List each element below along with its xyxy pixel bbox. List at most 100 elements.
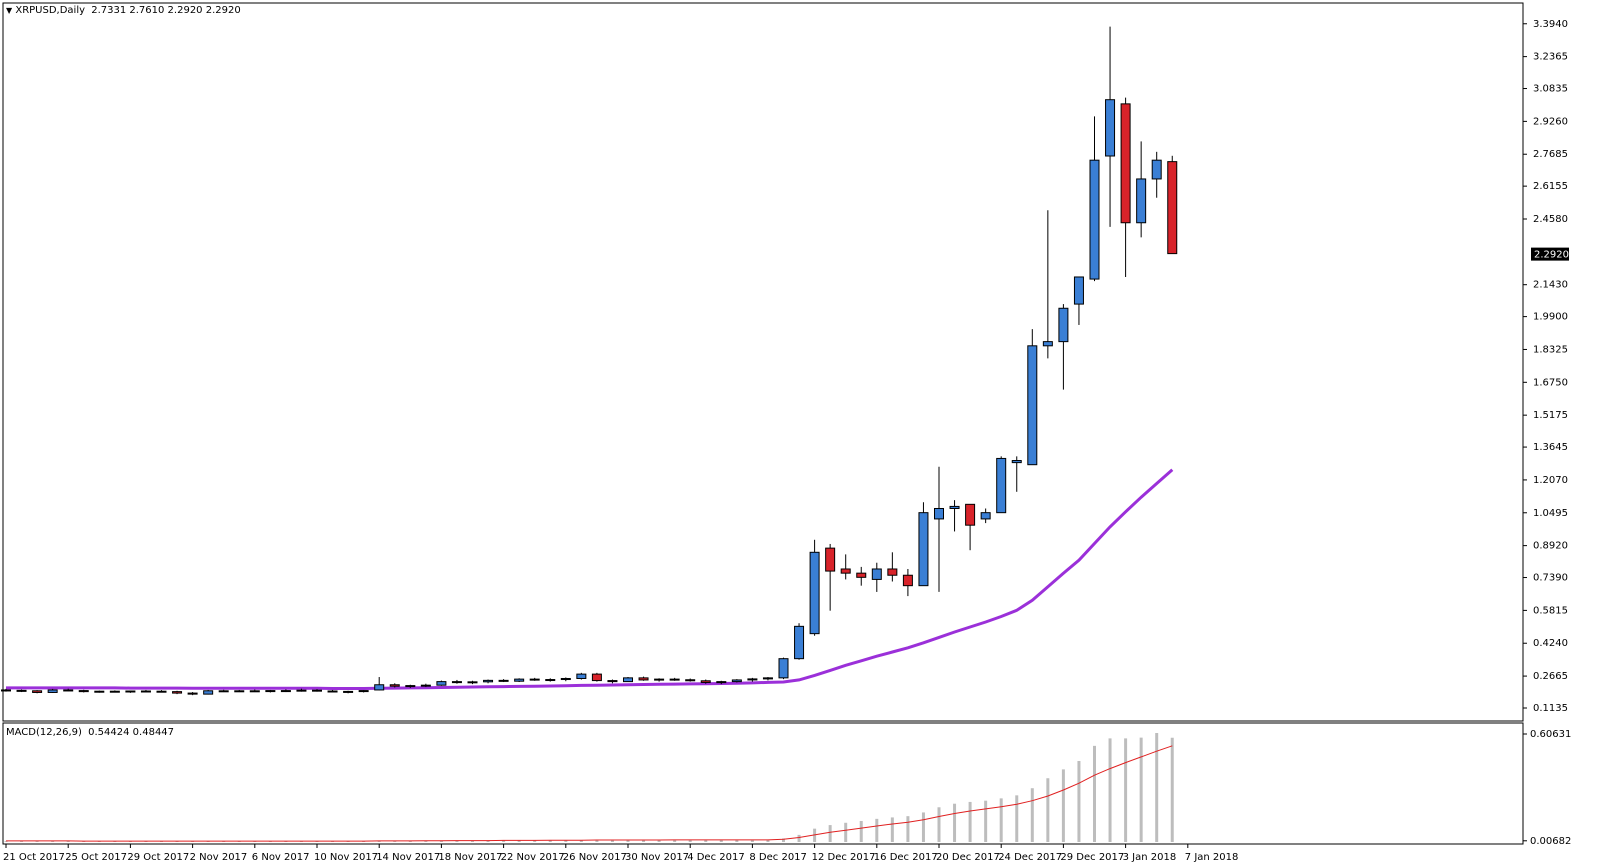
moving-average-layer [6, 468, 1174, 690]
candle[interactable] [1089, 116, 1100, 282]
candle[interactable] [358, 690, 369, 693]
candle-body [358, 690, 369, 693]
candle[interactable] [840, 554, 851, 580]
candle[interactable] [312, 689, 322, 692]
candle-body [654, 678, 665, 681]
candle[interactable] [47, 688, 58, 693]
candle[interactable] [265, 689, 276, 693]
candle[interactable] [700, 679, 711, 684]
candle[interactable] [623, 677, 633, 683]
candle-body [140, 690, 151, 693]
candle-body [109, 690, 120, 693]
candle[interactable] [1120, 97, 1131, 277]
candle[interactable] [187, 692, 198, 696]
candle-body [1151, 159, 1162, 180]
candle[interactable] [576, 672, 587, 680]
price-tick-label-4: 2.7685 [1533, 149, 1568, 160]
candle[interactable] [296, 688, 307, 692]
candle[interactable] [545, 678, 556, 682]
candle[interactable] [856, 566, 867, 586]
candle[interactable] [1167, 155, 1178, 255]
candle[interactable] [436, 680, 447, 686]
candle[interactable] [980, 508, 991, 524]
candle[interactable] [669, 677, 680, 681]
candle[interactable] [156, 690, 167, 693]
candle[interactable] [343, 690, 354, 694]
candle[interactable] [638, 676, 649, 681]
macd-tick-label-1: 0.00682 [1530, 836, 1571, 847]
candle-body [47, 689, 58, 693]
candle[interactable] [996, 456, 1007, 514]
candle[interactable] [1, 688, 11, 692]
candle[interactable] [1136, 141, 1147, 238]
candle[interactable] [1073, 276, 1084, 325]
candle[interactable] [965, 503, 976, 551]
symbol-label: XRPUSD,Daily [15, 5, 86, 16]
dropdown-triangle-icon[interactable]: ▼ [6, 6, 13, 15]
candle[interactable] [1058, 304, 1069, 390]
candle[interactable] [78, 689, 89, 693]
candle[interactable] [280, 689, 291, 693]
candle[interactable] [918, 502, 929, 587]
time-tick-label-7: 18 Nov 2017 [438, 852, 502, 863]
candle[interactable] [1042, 210, 1053, 359]
candle[interactable] [871, 562, 882, 592]
macd-label: MACD(12,26,9) [6, 727, 82, 738]
candle[interactable] [887, 552, 898, 582]
candle[interactable] [949, 500, 960, 532]
candle[interactable] [1105, 26, 1116, 227]
candle[interactable] [109, 690, 120, 693]
candle[interactable] [32, 690, 43, 694]
candle[interactable] [172, 690, 183, 695]
candle[interactable] [420, 683, 431, 688]
price-tick-label-15: 0.8920 [1533, 541, 1568, 552]
candle[interactable] [762, 677, 773, 681]
candle[interactable] [467, 680, 478, 685]
candle[interactable] [731, 679, 742, 683]
candle[interactable] [218, 689, 229, 693]
candle[interactable] [560, 677, 571, 682]
candle[interactable] [451, 679, 462, 684]
candle[interactable] [1027, 329, 1038, 466]
last-price-box [1531, 247, 1569, 261]
candle[interactable] [529, 677, 540, 681]
candle[interactable] [203, 689, 214, 695]
candle[interactable] [716, 680, 727, 685]
candle-body [203, 690, 214, 695]
candle-body [187, 692, 198, 695]
candle[interactable] [389, 683, 400, 688]
candle[interactable] [405, 684, 416, 688]
candle[interactable] [483, 679, 494, 684]
candle[interactable] [249, 689, 260, 693]
candle[interactable] [1151, 151, 1162, 198]
candle[interactable] [685, 678, 696, 682]
candle[interactable] [16, 689, 27, 693]
candle[interactable] [654, 678, 665, 682]
candle[interactable] [514, 678, 525, 683]
candle[interactable] [1011, 456, 1022, 492]
candle[interactable] [327, 689, 338, 693]
candle[interactable] [934, 466, 944, 592]
candle[interactable] [607, 679, 618, 684]
candle-body [451, 681, 462, 684]
candle[interactable] [591, 672, 602, 682]
candle[interactable] [794, 623, 805, 660]
candle[interactable] [125, 690, 136, 693]
candle-body [887, 568, 898, 576]
candle[interactable] [374, 677, 385, 691]
candle[interactable] [902, 568, 913, 597]
candle[interactable] [234, 689, 245, 693]
candle[interactable] [498, 679, 509, 683]
candle[interactable] [140, 689, 151, 693]
candle-body [576, 673, 587, 679]
candle[interactable] [809, 539, 820, 636]
candle[interactable] [825, 543, 836, 611]
candle-body [16, 689, 27, 692]
price-tick-label-20: 0.1135 [1533, 703, 1568, 714]
candle[interactable] [63, 688, 74, 692]
candle[interactable] [94, 690, 105, 693]
last-price-marker: 2.2920 [1531, 247, 1569, 261]
candle[interactable] [747, 677, 758, 682]
candle[interactable] [778, 657, 789, 680]
